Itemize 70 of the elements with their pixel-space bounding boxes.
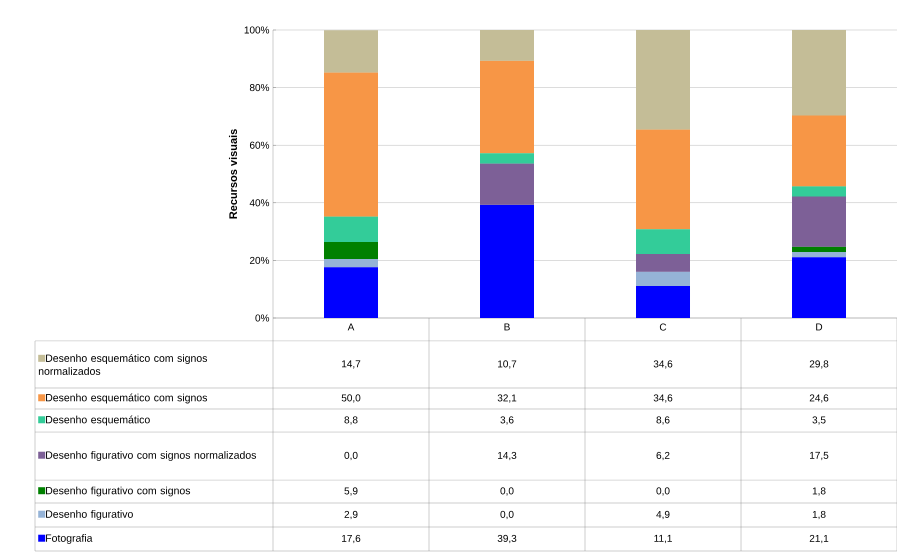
bar — [792, 116, 846, 186]
legend-label: Fotografia — [46, 534, 92, 544]
data-label: 14,3 — [498, 452, 516, 460]
data-label: 1,8 — [812, 510, 826, 520]
data-label: 39,3 — [498, 534, 516, 544]
bar — [324, 216, 378, 242]
data-label: 34,6 — [654, 394, 672, 403]
bar — [480, 153, 534, 164]
legend-label: Desenho figurativo — [46, 510, 133, 520]
legend-label: Desenho esquemático com signos — [46, 394, 208, 404]
data-label: 1,8 — [812, 487, 826, 496]
data-label: 11,1 — [654, 534, 672, 544]
data-label: 34,6 — [654, 360, 672, 369]
data-label: 29,8 — [810, 360, 828, 369]
bar — [792, 30, 846, 116]
data-label: 8,8 — [344, 416, 358, 425]
legend-label: Desenho figurativo com signos normalizados — [46, 451, 256, 461]
data-label: 0,0 — [500, 487, 514, 496]
data-label: 24,6 — [810, 394, 828, 403]
bar — [480, 204, 534, 318]
bar — [636, 272, 690, 286]
bar — [636, 286, 690, 318]
data-label: 0,0 — [500, 510, 514, 520]
bar — [792, 252, 846, 258]
bar — [636, 130, 690, 230]
data-label: 4,9 — [656, 510, 670, 520]
data-label: 8,6 — [656, 416, 670, 425]
bar — [324, 242, 378, 259]
bar — [324, 258, 378, 268]
bar — [480, 30, 534, 61]
y-tick-label: 20% — [250, 256, 270, 264]
data-label: 14,7 — [342, 360, 360, 369]
bar — [792, 257, 846, 318]
data-label: 17,6 — [342, 534, 360, 544]
bar — [792, 196, 846, 247]
x-tick-label: A — [348, 324, 354, 330]
bar — [324, 72, 378, 217]
legend-label: Desenho figurativo com signos — [46, 486, 190, 496]
data-label: 5,9 — [344, 487, 358, 496]
data-label: 50,0 — [342, 394, 360, 403]
y-tick-label: 100% — [244, 26, 270, 34]
data-label: 6,2 — [656, 452, 670, 460]
bar — [480, 60, 534, 154]
x-tick-label: B — [504, 324, 510, 330]
bar — [792, 246, 846, 252]
y-tick-label: 60% — [250, 142, 270, 149]
bar — [636, 30, 690, 130]
bar — [636, 229, 690, 254]
data-label: 2,9 — [344, 510, 358, 520]
data-label: 21,1 — [810, 534, 828, 544]
data-label: 10,7 — [498, 360, 516, 369]
y-tick-label: 40% — [250, 199, 270, 206]
data-label: 0,0 — [344, 452, 358, 460]
x-tick-label: C — [660, 324, 666, 331]
y-axis-title: Recursos visuais — [228, 129, 238, 219]
bar — [636, 254, 690, 272]
y-tick-label: 80% — [250, 84, 270, 92]
bar — [324, 30, 378, 73]
x-tick-label: D — [816, 324, 822, 330]
data-label: 0,0 — [656, 487, 670, 496]
data-label: 17,5 — [810, 452, 828, 460]
legend-label: Desenho esquemático com signos normalizados — [38, 354, 208, 375]
data-label: 32,1 — [498, 394, 516, 403]
bar — [480, 164, 534, 205]
bar — [324, 267, 378, 318]
data-label: 3,6 — [500, 416, 514, 425]
data-label: 3,5 — [812, 416, 826, 425]
bar — [792, 186, 846, 196]
legend-label: Desenho esquemático — [46, 416, 150, 426]
y-tick-label: 0% — [255, 314, 270, 322]
